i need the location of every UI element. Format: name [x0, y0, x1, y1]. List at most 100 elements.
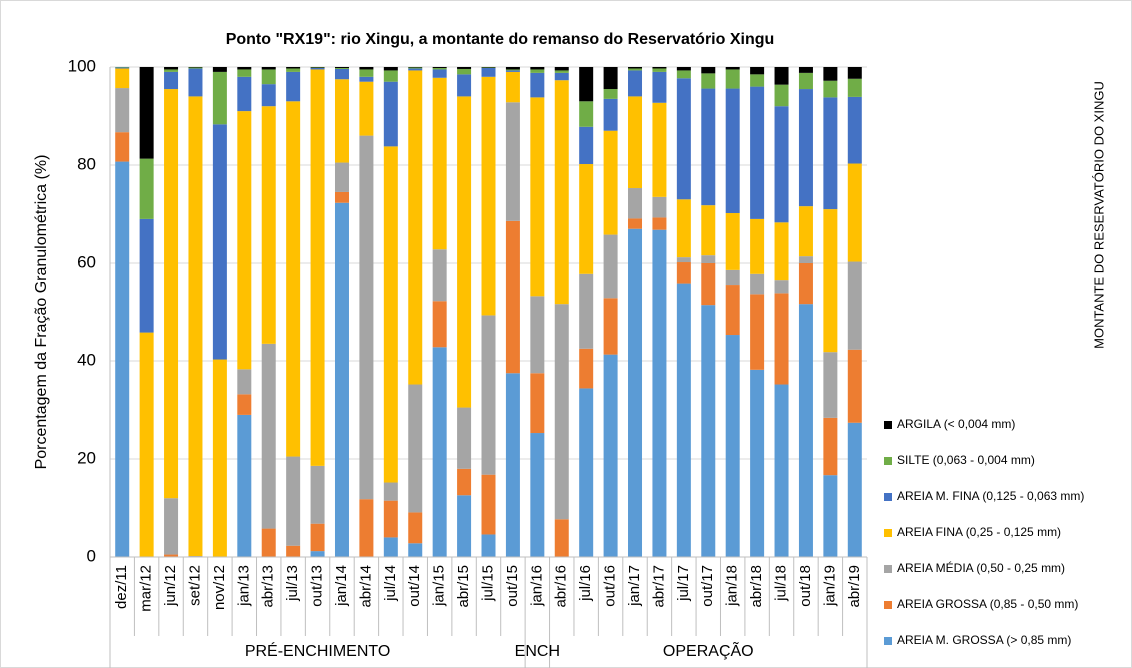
bar-segment: [701, 67, 716, 74]
bar-segment: [750, 218, 765, 274]
bar-segment: [408, 512, 423, 544]
bar-segment: [579, 164, 594, 274]
bar-segment: [139, 158, 154, 219]
bar-segment: [628, 188, 643, 219]
bar-segment: [359, 81, 374, 136]
bar-segment: [359, 69, 374, 77]
bar-segment: [725, 67, 740, 70]
legend-swatch: [884, 637, 892, 645]
legend-label: AREIA M. GROSSA (> 0,85 mm): [897, 633, 1071, 647]
bar-segment: [579, 273, 594, 349]
bar-segment: [261, 69, 276, 85]
bar-segment: [481, 67, 496, 77]
bar-segment: [237, 111, 252, 370]
bar-segment: [164, 69, 179, 72]
bar-segment: [823, 97, 838, 210]
bar-segment: [652, 229, 667, 557]
bar-segment: [774, 222, 789, 281]
bar-segment: [823, 80, 838, 98]
legend-label: AREIA MÉDIA (0,50 - 0,25 mm): [897, 560, 1065, 575]
bar-segment: [481, 76, 496, 316]
legend-swatch: [884, 601, 892, 609]
x-tick-label: jul/15: [479, 565, 496, 602]
bar-segment: [505, 102, 520, 221]
bar-segment: [530, 67, 545, 70]
bar-segment: [554, 519, 569, 557]
bar-segment: [774, 84, 789, 107]
x-tick-label: out/13: [309, 565, 326, 607]
x-tick-label: set/12: [186, 565, 203, 606]
bar-segment: [603, 98, 618, 131]
legend-swatch: [884, 529, 892, 537]
legend-label: AREIA GROSSA (0,85 - 0,50 mm): [897, 597, 1078, 611]
bar-segment: [188, 67, 203, 69]
bar-segment: [261, 67, 276, 70]
bar-segment: [652, 102, 667, 197]
bar-segment: [432, 67, 447, 70]
bar-segment: [579, 388, 594, 557]
bar-segment: [286, 456, 301, 546]
x-tick-label: jan/17: [626, 565, 643, 607]
bar-segment: [212, 124, 227, 360]
bar-segment: [237, 67, 252, 70]
bar-segment: [701, 88, 716, 206]
bar-segment: [530, 296, 545, 374]
y-tick-label: 0: [87, 546, 96, 565]
bar-segment: [383, 146, 398, 483]
y-tick-label: 40: [77, 350, 96, 369]
bar-segment: [628, 70, 643, 97]
bar-segment: [798, 256, 813, 263]
bar-segment: [359, 499, 374, 557]
bar-segment: [359, 67, 374, 70]
y-axis-label: Porcentagem da Fração Granulométrica (%): [33, 155, 50, 470]
x-tick-label: abr/15: [455, 565, 472, 608]
x-tick-label: abr/14: [357, 565, 374, 608]
bar-segment: [774, 67, 789, 85]
bar-segment: [310, 67, 325, 70]
bar-segment: [530, 69, 545, 73]
bar-segment: [334, 67, 349, 68]
bar-segment: [164, 67, 179, 70]
bar-segment: [310, 551, 325, 557]
bar-segment: [750, 67, 765, 75]
x-tick-label: nov/12: [211, 565, 228, 610]
bar-segment: [579, 101, 594, 127]
bar-segment: [798, 89, 813, 207]
bar-segment: [432, 301, 447, 348]
bar-segment: [798, 263, 813, 305]
bar-segment: [334, 202, 349, 558]
bar-segment: [530, 433, 545, 557]
x-tick-label: jul/17: [675, 565, 692, 602]
bar-segment: [505, 71, 520, 103]
bar-segment: [652, 68, 667, 72]
x-tick-label: jul/14: [382, 565, 399, 602]
bar-segment: [139, 332, 154, 557]
bar-segment: [383, 500, 398, 538]
x-tick-label: abr/13: [260, 565, 277, 608]
bar-segment: [774, 106, 789, 223]
bar-segment: [164, 554, 179, 557]
bar-segment: [408, 384, 423, 513]
bar-segment: [457, 67, 472, 69]
bar-segment: [798, 67, 813, 73]
bar-segment: [408, 543, 423, 557]
bar-segment: [847, 163, 862, 262]
x-tick-label: abr/17: [650, 565, 667, 608]
y-tick-label: 20: [77, 448, 96, 467]
chart-title: Ponto "RX19": rio Xingu, a montante do r…: [226, 31, 775, 48]
bar-segment: [750, 86, 765, 219]
bar-segment: [750, 369, 765, 557]
bar-segment: [798, 304, 813, 557]
bar-segment: [212, 359, 227, 557]
bar-segment: [115, 132, 130, 162]
bar-segment: [237, 369, 252, 395]
bar-segment: [847, 261, 862, 350]
bar-segment: [554, 67, 569, 71]
bar-segment: [701, 263, 716, 306]
legend-label: ARGILA (< 0,004 mm): [897, 417, 1015, 431]
bar-segment: [725, 269, 740, 286]
legend-swatch: [884, 457, 892, 465]
bar-segment: [823, 352, 838, 418]
bar-segment: [554, 304, 569, 520]
